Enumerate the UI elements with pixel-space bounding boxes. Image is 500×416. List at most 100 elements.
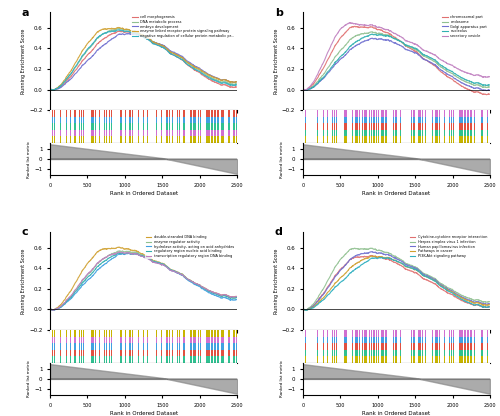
Bar [130,349,131,356]
Bar [366,330,367,337]
Bar [193,343,194,349]
Bar [212,343,213,349]
Bar [184,349,185,356]
Bar [228,337,229,343]
Bar [356,123,357,130]
Bar [130,337,131,343]
Bar [140,343,141,349]
Bar [233,343,234,349]
Bar [460,356,461,363]
Bar [447,136,448,143]
Bar [357,330,358,337]
Bar [200,337,201,343]
Bar [392,110,393,117]
Bar [418,349,419,356]
Bar [208,349,209,356]
Bar [141,110,142,117]
Bar [160,337,161,343]
Bar [470,123,471,130]
Bar [218,136,219,143]
Bar [193,330,194,337]
Y-axis label: Ranked list metric: Ranked list metric [280,141,284,178]
Bar [102,343,103,349]
Bar [436,356,437,363]
Bar [169,110,170,117]
Bar [425,130,426,136]
Bar [107,330,108,337]
Bar [120,117,121,123]
Bar [166,136,167,143]
Bar [67,130,68,136]
Bar [409,330,410,337]
Bar [471,349,472,356]
Bar [478,123,479,130]
Bar [70,356,71,363]
Bar [234,343,235,349]
Bar [462,110,463,117]
Bar [487,136,488,143]
Bar [419,130,420,136]
Bar [95,337,96,343]
Bar [206,130,208,136]
Y-axis label: Running Enrichment Score: Running Enrichment Score [274,248,279,314]
Bar [487,117,488,123]
Bar [93,123,94,130]
Bar [451,330,452,337]
Bar [400,349,401,356]
Bar [418,123,419,130]
Bar [404,349,405,356]
Bar [52,130,53,136]
Bar [376,136,377,143]
Bar [323,337,324,343]
Bar [392,130,393,136]
Bar [223,343,224,349]
Bar [183,110,184,117]
Bar [346,117,347,123]
Bar [306,356,308,363]
Bar [313,136,314,143]
Bar [436,123,437,130]
Bar [130,117,131,123]
Bar [184,337,185,343]
Bar [92,330,93,337]
Bar [112,110,113,117]
Bar [158,330,159,337]
Bar [373,349,374,356]
Bar [482,123,483,130]
Bar [195,349,196,356]
Bar [229,349,230,356]
Bar [74,130,76,136]
Bar [102,130,103,136]
Bar [364,130,365,136]
Bar [305,136,306,143]
Bar [436,343,437,349]
Bar [391,130,392,136]
Bar [70,110,71,117]
Bar [359,117,360,123]
Bar [488,110,490,117]
Bar [142,136,143,143]
Bar [228,343,229,349]
Bar [232,136,234,143]
Bar [130,337,132,343]
Bar [470,349,471,356]
Bar [160,356,161,363]
Bar [323,343,324,349]
Bar [102,123,103,130]
Bar [196,330,197,337]
Bar [305,117,306,123]
Bar [208,123,209,130]
Bar [92,136,93,143]
Bar [310,110,311,117]
X-axis label: Rank in Ordered Dataset: Rank in Ordered Dataset [110,191,178,196]
Bar [64,123,65,130]
Bar [346,136,347,143]
Bar [344,343,345,349]
Bar [234,356,235,363]
Bar [366,123,367,130]
Bar [142,130,143,136]
Bar [106,123,108,130]
Bar [92,110,93,117]
Bar [91,130,92,136]
Bar [233,337,234,343]
